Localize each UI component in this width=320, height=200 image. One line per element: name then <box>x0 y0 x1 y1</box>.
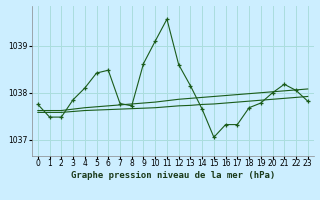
X-axis label: Graphe pression niveau de la mer (hPa): Graphe pression niveau de la mer (hPa) <box>71 171 275 180</box>
